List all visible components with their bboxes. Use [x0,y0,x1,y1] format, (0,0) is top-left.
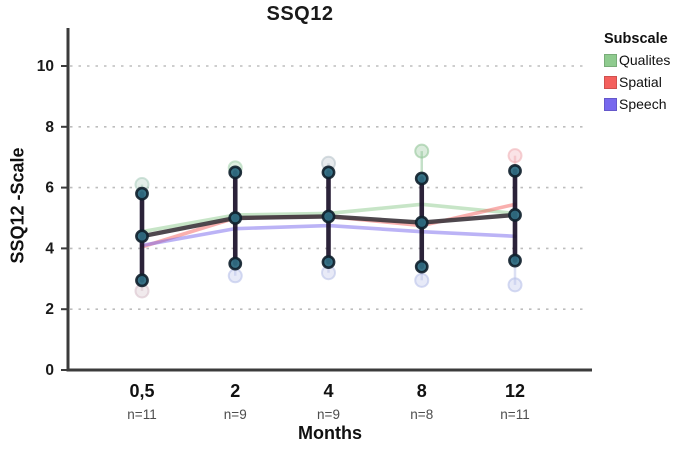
y-tick-label: 8 [45,119,54,136]
data-point-marker [228,211,243,225]
data-point-marker [508,208,522,222]
n-label: n=9 [224,407,247,422]
outlier-point [414,143,430,159]
x-tick-label: 12 [505,381,525,401]
data-point-marker [135,229,149,244]
y-tick-label: 4 [45,240,54,257]
data-point-marker [228,256,243,271]
speech-swatch-icon [604,97,617,111]
data-point-marker [414,215,429,230]
y-tick-label: 10 [37,58,54,75]
outlier-point [414,272,430,288]
outlier-point [227,268,243,284]
n-label: n=9 [317,407,340,422]
qualites-swatch-icon [604,53,617,67]
legend-item-qualites: Qualites [604,53,682,67]
outlier-point [507,277,523,293]
legend-item-spatial: Spatial [604,75,682,89]
data-point-marker [228,165,243,180]
x-tick-label: 8 [417,381,427,401]
x-tick-label: 0,5 [129,381,154,401]
data-point-marker [135,186,149,201]
y-tick-label: 6 [45,180,54,197]
legend-item-label: Qualites [619,52,671,68]
legend-title: Subscale [604,31,668,47]
data-point-marker [321,165,336,180]
legend: Subscale Qualites Spatial Speech [604,31,682,119]
n-label: n=11 [127,407,156,422]
x-axis-title: Months [298,423,362,443]
data-point-marker [414,259,429,274]
data-point-marker [414,171,429,186]
y-tick-label: 0 [45,362,54,379]
legend-item-speech: Speech [604,97,682,111]
outlier-point [507,148,523,164]
spatial-swatch-icon [604,75,617,89]
data-point-marker [321,255,336,269]
chart-title: SSQ12 [266,3,334,25]
data-point-marker [135,273,149,288]
n-label: n=8 [410,407,433,422]
data-point-marker [508,253,522,268]
legend-item-label: Spatial [619,74,662,90]
data-point-marker [321,209,336,224]
x-tick-label: 2 [230,381,240,401]
data-point-marker [508,163,522,178]
n-label: n=11 [500,407,529,422]
y-tick-label: 2 [45,301,54,318]
x-tick-label: 4 [323,381,333,401]
legend-item-label: Speech [619,96,667,112]
